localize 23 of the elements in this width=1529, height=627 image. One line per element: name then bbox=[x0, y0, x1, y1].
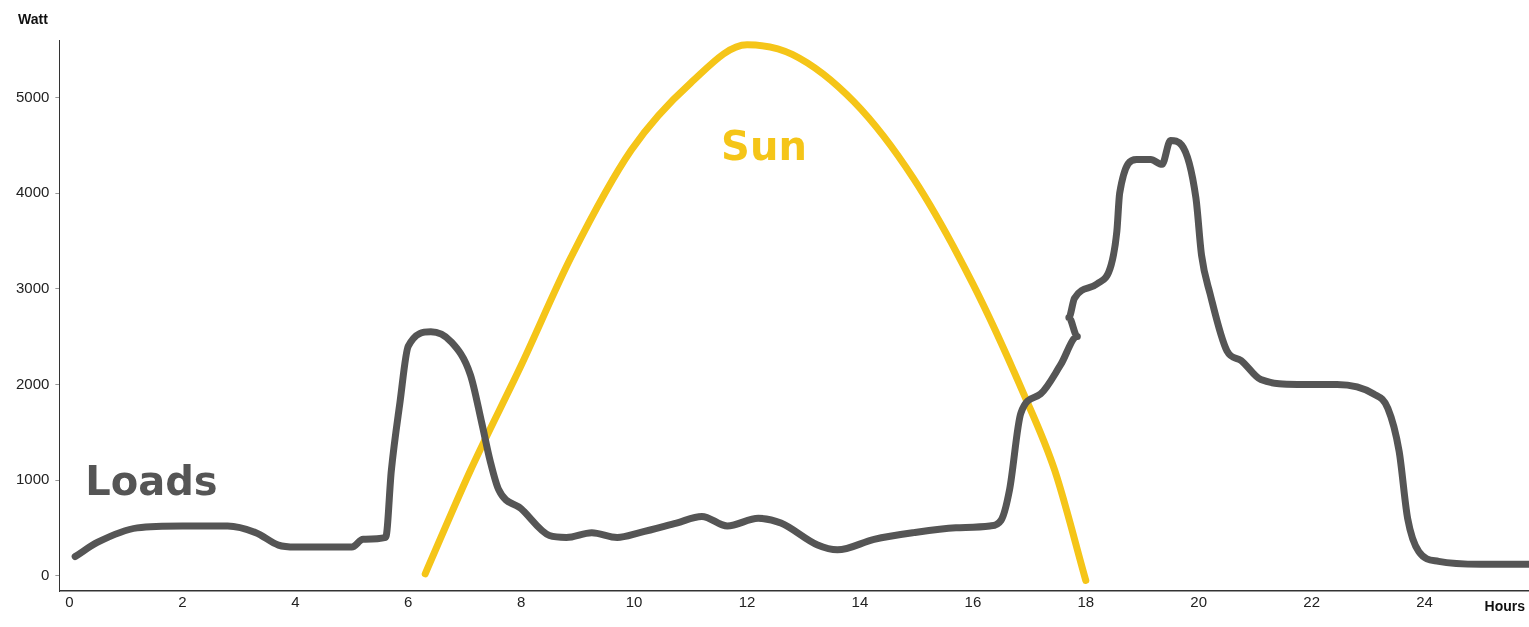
x-tick-label: 22 bbox=[1303, 593, 1320, 611]
x-tick-label: 20 bbox=[1190, 593, 1208, 611]
y-tick-label: 3000 bbox=[15, 278, 50, 296]
x-tick-label: 0 bbox=[65, 593, 74, 611]
series-label: Sun bbox=[721, 123, 807, 170]
x-tick-label: 10 bbox=[625, 593, 643, 611]
x-tick-label: 16 bbox=[964, 593, 982, 611]
series-label: Loads bbox=[85, 458, 218, 505]
y-tick-label: 2000 bbox=[15, 374, 50, 392]
x-tick-label: 8 bbox=[517, 593, 526, 611]
x-axis-title: Hours bbox=[1484, 597, 1526, 614]
x-tick-label: 14 bbox=[851, 593, 869, 611]
x-tick-label: 12 bbox=[738, 593, 756, 611]
x-tick-label: 6 bbox=[404, 593, 413, 611]
y-tick-label: 1000 bbox=[15, 470, 50, 488]
x-tick-label: 4 bbox=[291, 593, 300, 611]
x-tick-label: 24 bbox=[1416, 593, 1433, 611]
y-tick-label: 0 bbox=[41, 565, 50, 583]
y-axis-title: Watt bbox=[18, 10, 49, 27]
x-tick-label: 18 bbox=[1077, 593, 1095, 611]
y-tick-label: 5000 bbox=[15, 87, 50, 105]
x-tick-label: 2 bbox=[178, 593, 187, 611]
y-tick-label: 4000 bbox=[15, 183, 50, 201]
